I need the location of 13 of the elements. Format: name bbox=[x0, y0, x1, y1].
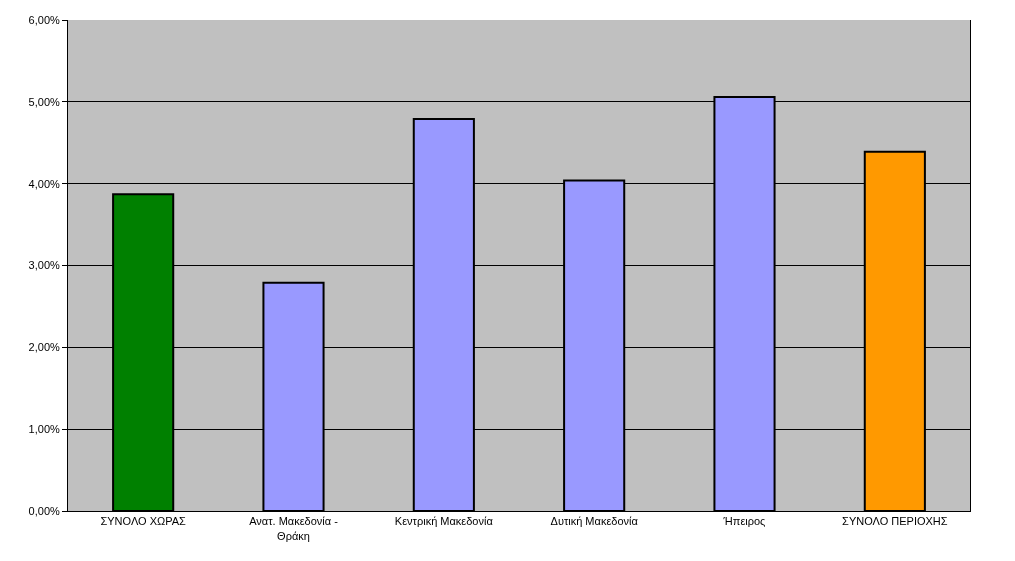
y-tick-label: 1,00% bbox=[28, 423, 61, 436]
y-tick-label: 5,00% bbox=[28, 95, 61, 108]
x-tick-label: Ανατ. Μακεδονία - Θράκη bbox=[249, 515, 339, 542]
y-tick-label: 0,00% bbox=[28, 504, 61, 517]
x-tick-label: ΣΥΝΟΛΟ ΧΩΡΑΣ bbox=[100, 515, 187, 528]
y-tick-label: 4,00% bbox=[28, 177, 61, 190]
y-tick-label: 2,00% bbox=[28, 341, 61, 354]
x-tick-label: ΣΥΝΟΛΟ ΠΕΡΙΟΧΗΣ bbox=[842, 515, 948, 528]
x-tick-label: Δυτική Μακεδονία bbox=[550, 515, 639, 528]
y-tick-label: 6,00% bbox=[28, 13, 61, 26]
x-tick-label: Ήπειρος bbox=[722, 515, 766, 528]
x-tick-label: Κεντρική Μακεδονία bbox=[394, 515, 494, 528]
y-tick-label: 3,00% bbox=[28, 259, 61, 272]
